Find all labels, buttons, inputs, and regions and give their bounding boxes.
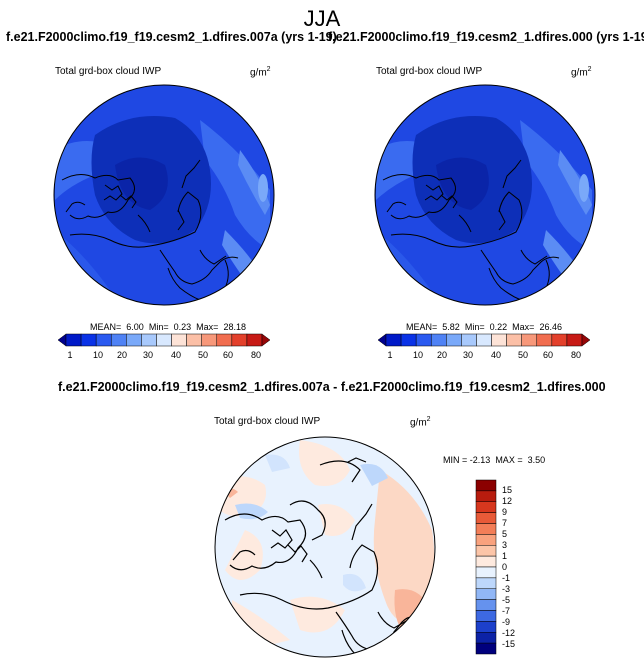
colorbar-swatch [475, 534, 497, 546]
cb-tick-label: 1 [502, 551, 508, 561]
cb-tick-label: -9 [502, 617, 511, 627]
page-title: JJA [303, 6, 341, 31]
left-variable-label: Total grd-box cloud IWP [55, 66, 162, 77]
colorbar-swatch [475, 621, 497, 633]
cb-tick-label: 15 [502, 485, 513, 495]
colorbar-swatch [475, 566, 497, 579]
right-colorbar-labels: 1 10 20 30 40 50 60 80 [378, 350, 590, 362]
cb-tick-label: -7 [502, 606, 511, 616]
cb-tick-label: 80 [570, 350, 582, 360]
cb-tick-label: 60 [222, 350, 234, 360]
diff-colorbar [475, 479, 497, 655]
cb-tick-label: 7 [502, 518, 508, 528]
colorbar-swatch [475, 545, 497, 557]
colorbar-swatch [261, 333, 271, 347]
diff-colorbar-labels: 15 12 9 7 5 3 1 0 -1 -3 -5 -7 -9 -12 -15 [502, 480, 532, 656]
cb-tick-label: 10 [92, 350, 104, 360]
left-panel-title: f.e21.F2000climo.f19_f19.cesm2_1.dfires.… [6, 30, 337, 44]
cb-tick-label: 50 [517, 350, 529, 360]
diff-variable-label: Total grd-box cloud IWP [214, 416, 321, 427]
colorbar-swatch [475, 490, 497, 502]
cb-tick-label: 5 [502, 529, 508, 539]
right-colorbar [377, 333, 591, 347]
cb-tick-label: 20 [436, 350, 448, 360]
colorbar-swatch [475, 512, 497, 524]
cb-tick-label: 12 [502, 496, 513, 506]
diff-units-label: g/m2 [410, 416, 431, 429]
colorbar-swatch [581, 333, 591, 347]
cb-tick-label: 30 [462, 350, 474, 360]
cb-tick-label: 1 [387, 350, 393, 360]
left-stats: MEAN= 6.00 Min= 0.23 Max= 28.18 [90, 322, 246, 332]
colorbar-swatch [475, 599, 497, 611]
colorbar-swatch [475, 577, 497, 589]
cb-tick-label: 60 [542, 350, 554, 360]
cb-tick-label: -5 [502, 595, 511, 605]
colorbar-swatch [475, 523, 497, 535]
cb-tick-label: 3 [502, 540, 508, 550]
colorbar-swatch [475, 610, 497, 622]
colorbar-swatch [475, 632, 497, 644]
colorbar-swatch [475, 642, 497, 655]
cb-tick-label: 50 [197, 350, 209, 360]
colorbar-swatch [475, 479, 497, 492]
right-stats: MEAN= 5.82 Min= 0.22 Max= 26.46 [406, 322, 562, 332]
cb-tick-label: -3 [502, 584, 511, 594]
cb-tick-label: 9 [502, 507, 508, 517]
cb-tick-label: 40 [490, 350, 502, 360]
cb-tick-label: 10 [412, 350, 424, 360]
cb-tick-label: -12 [502, 628, 516, 638]
cb-tick-label: -1 [502, 573, 511, 583]
cb-tick-label: 1 [67, 350, 73, 360]
left-colorbar-labels: 1 10 20 30 40 50 60 80 [58, 350, 270, 362]
diff-panel-title: f.e21.F2000climo.f19_f19.cesm2_1.dfires.… [58, 380, 606, 394]
right-variable-label: Total grd-box cloud IWP [376, 66, 483, 77]
cb-tick-label: 80 [250, 350, 262, 360]
left-colorbar [57, 333, 271, 347]
colorbar-swatch [475, 501, 497, 513]
diff-minmax: MIN = -2.13 MAX = 3.50 [443, 455, 546, 465]
left-units-label: g/m2 [250, 66, 271, 79]
colorbar-swatch [475, 555, 497, 568]
right-units-label: g/m2 [571, 66, 592, 79]
cb-tick-label: 40 [170, 350, 182, 360]
colorbar-swatch [475, 588, 497, 600]
cb-tick-label: 0 [502, 562, 508, 572]
cb-tick-label: 30 [142, 350, 154, 360]
cb-tick-label: 20 [116, 350, 128, 360]
cb-tick-label: -15 [502, 639, 516, 649]
right-panel-title: f.e21.F2000climo.f19_f19.cesm2_1.dfires.… [328, 30, 644, 44]
